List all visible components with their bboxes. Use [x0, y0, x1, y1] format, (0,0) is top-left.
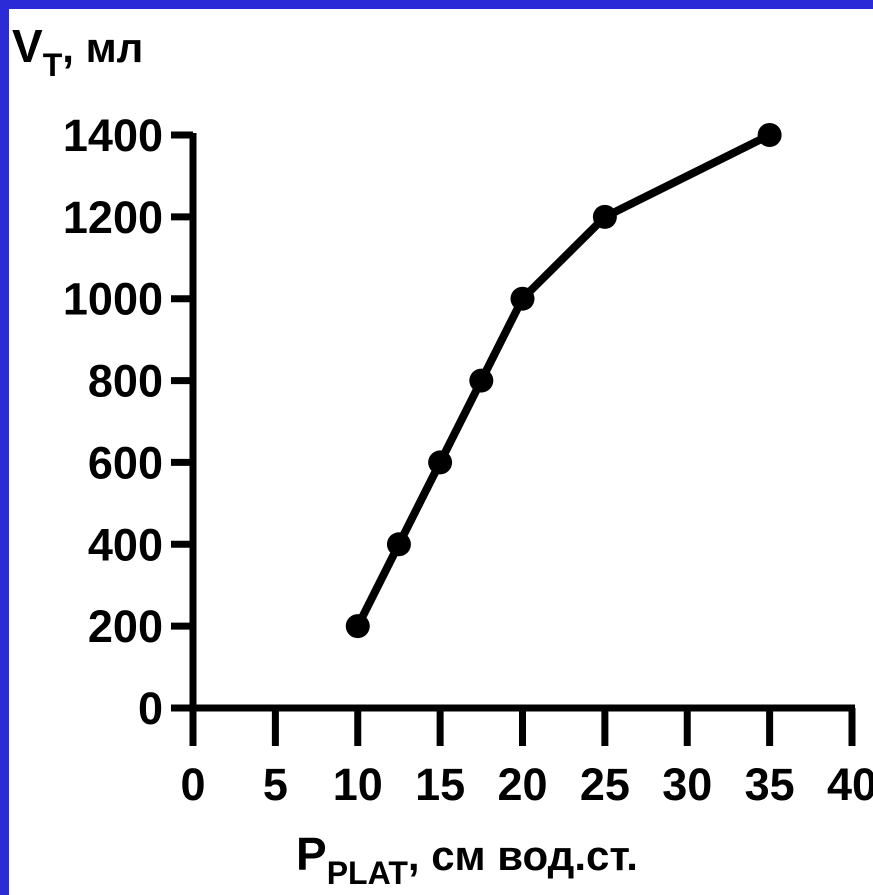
- data-point: [511, 287, 535, 311]
- x-tick-label: 10: [333, 759, 383, 810]
- x-tick-labels: 0 5 10 15 20 25 30 35 40: [180, 759, 873, 810]
- y-axis-label-rest: , мл: [62, 24, 143, 71]
- data-point: [387, 532, 411, 556]
- data-point: [593, 205, 617, 229]
- x-axis-label: PPLAT, см вод.ст.: [296, 828, 638, 891]
- data-point: [758, 123, 782, 147]
- y-tick-labels: 0 200 400 600 800 1000 1200 1400: [63, 110, 163, 734]
- x-tick-label: 40: [827, 759, 873, 810]
- data-point: [469, 369, 493, 393]
- y-axis-label-main: V: [12, 20, 43, 72]
- x-tick-label: 30: [662, 759, 712, 810]
- y-tick-label: 200: [88, 601, 163, 652]
- x-tick-label: 15: [415, 759, 465, 810]
- y-tick-label: 800: [88, 356, 163, 407]
- x-axis-label-sub: PLAT: [327, 855, 409, 891]
- y-tick-label: 600: [88, 437, 163, 488]
- series-line: [358, 135, 770, 626]
- y-tick-label: 400: [88, 519, 163, 570]
- y-axis-label: VT, мл: [12, 20, 143, 83]
- y-tick-label: 1400: [63, 110, 163, 161]
- x-tick-label: 35: [745, 759, 795, 810]
- data-point: [346, 614, 370, 638]
- x-axis-label-main: P: [296, 828, 327, 880]
- axes: [171, 133, 855, 746]
- x-tick-label: 0: [180, 759, 205, 810]
- y-tick-label: 1200: [63, 192, 163, 243]
- x-tick-label: 5: [263, 759, 288, 810]
- x-tick-label: 20: [497, 759, 547, 810]
- data-point: [428, 450, 452, 474]
- y-tick-label: 1000: [63, 274, 163, 325]
- series-group: [346, 123, 782, 638]
- x-axis-label-rest: , см вод.ст.: [408, 832, 638, 879]
- y-axis-label-sub: T: [43, 47, 63, 83]
- y-tick-label: 0: [138, 683, 163, 734]
- x-tick-label: 25: [580, 759, 630, 810]
